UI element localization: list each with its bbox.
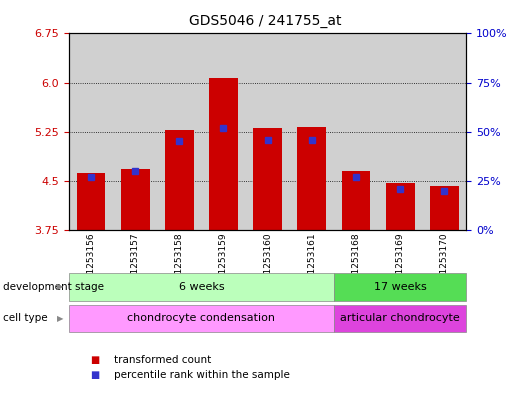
Text: ■: ■	[90, 354, 99, 365]
Text: cell type: cell type	[3, 313, 47, 323]
Text: GDS5046 / 241755_at: GDS5046 / 241755_at	[189, 14, 341, 28]
Text: 6 weeks: 6 weeks	[179, 282, 224, 292]
Text: ▶: ▶	[57, 314, 64, 323]
Bar	[245, 33, 290, 230]
Bar	[253, 129, 282, 230]
Bar	[157, 33, 201, 230]
Bar	[113, 33, 157, 230]
Text: articular chondrocyte: articular chondrocyte	[340, 313, 460, 323]
Bar	[334, 33, 378, 230]
Text: percentile rank within the sample: percentile rank within the sample	[114, 370, 290, 380]
Bar	[342, 171, 370, 230]
Bar	[378, 33, 422, 230]
Bar	[77, 173, 105, 230]
Bar	[69, 33, 113, 230]
Text: ▶: ▶	[57, 283, 64, 291]
Text: transformed count: transformed count	[114, 354, 211, 365]
Bar	[209, 78, 238, 230]
Text: 17 weeks: 17 weeks	[374, 282, 427, 292]
Text: chondrocyte condensation: chondrocyte condensation	[127, 313, 276, 323]
Bar	[121, 169, 149, 230]
Bar	[201, 33, 245, 230]
Bar	[290, 33, 334, 230]
Bar	[297, 127, 326, 230]
Text: ■: ■	[90, 370, 99, 380]
Text: development stage: development stage	[3, 282, 104, 292]
Bar	[386, 183, 414, 230]
Bar	[430, 186, 458, 230]
Bar	[165, 130, 193, 230]
Bar	[422, 33, 466, 230]
